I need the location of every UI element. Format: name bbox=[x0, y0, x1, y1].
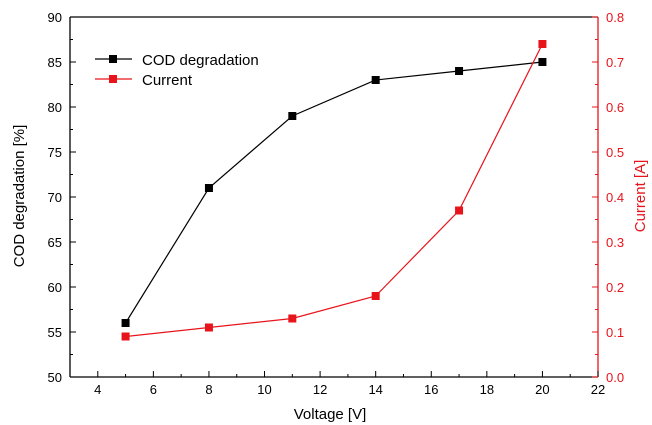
y-right-tick-label: 0.7 bbox=[606, 55, 624, 70]
data-point-0 bbox=[538, 58, 547, 66]
y-left-tick-label: 80 bbox=[48, 100, 62, 115]
plot-area: 4 6 8 10 12 14 16 18 20 22 50 55 60 65 70 75 80 85 90 0.0 0.… bbox=[48, 10, 625, 397]
y-left-tick-label: 75 bbox=[48, 145, 62, 160]
x-tick-label: 10 bbox=[257, 382, 271, 397]
legend-item-cod: COD degradation bbox=[95, 52, 259, 69]
x-tick-label: 22 bbox=[591, 382, 605, 397]
data-point-1 bbox=[538, 40, 547, 48]
y-left-tick-label: 60 bbox=[48, 280, 62, 295]
x-tick-label: 8 bbox=[205, 382, 212, 397]
data-point-1 bbox=[455, 206, 464, 215]
y-right-tick-label: 0.3 bbox=[606, 235, 624, 250]
x-tick-label: 18 bbox=[480, 382, 494, 397]
y-right-tick-label: 0.1 bbox=[606, 325, 624, 340]
x-tick-label: 6 bbox=[150, 382, 157, 397]
data-point-0 bbox=[204, 184, 213, 192]
x-tick-label: 16 bbox=[424, 382, 438, 397]
data-point-1 bbox=[121, 332, 130, 341]
series-line-0 bbox=[125, 61, 543, 324]
y-left-tick-label: 55 bbox=[48, 325, 62, 340]
y-left-tick-label: 85 bbox=[48, 55, 62, 70]
data-point-1 bbox=[204, 323, 213, 332]
data-point-1 bbox=[371, 292, 380, 300]
y-right-axis-label: Current [A] bbox=[632, 160, 649, 233]
y-right-tick-label: 0.6 bbox=[606, 100, 624, 115]
x-tick-label: 4 bbox=[94, 382, 101, 397]
legend-item-current: Current bbox=[95, 72, 193, 89]
legend-label-current: Current bbox=[142, 72, 193, 89]
y-right-tick-label: 0.4 bbox=[606, 190, 624, 205]
x-tick-label: 20 bbox=[535, 382, 549, 397]
x-axis-label: Voltage [V] bbox=[294, 406, 367, 423]
x-tick-label: 12 bbox=[313, 382, 327, 397]
legend: COD degradation Current bbox=[95, 52, 259, 89]
y-left-tick-label: 70 bbox=[48, 190, 62, 205]
data-point-0 bbox=[455, 67, 464, 75]
y-right-tick-label: 0.2 bbox=[606, 280, 624, 295]
y-left-tick-label: 50 bbox=[48, 370, 62, 385]
y-left-axis-label: COD degradation [%] bbox=[11, 125, 28, 268]
data-point-0 bbox=[121, 319, 130, 327]
y-left-tick-label: 65 bbox=[48, 235, 62, 250]
legend-label-cod: COD degradation bbox=[142, 52, 259, 69]
data-point-1 bbox=[288, 314, 297, 323]
y-right-tick-label: 0.0 bbox=[606, 370, 624, 385]
series-line-1 bbox=[125, 43, 543, 338]
y-right-tick-label: 0.8 bbox=[606, 10, 624, 25]
y-left-tick-label: 90 bbox=[48, 10, 62, 25]
x-tick-label: 14 bbox=[368, 382, 382, 397]
data-point-0 bbox=[288, 112, 297, 120]
data-point-0 bbox=[371, 76, 380, 84]
y-right-tick-label: 0.5 bbox=[606, 145, 624, 160]
